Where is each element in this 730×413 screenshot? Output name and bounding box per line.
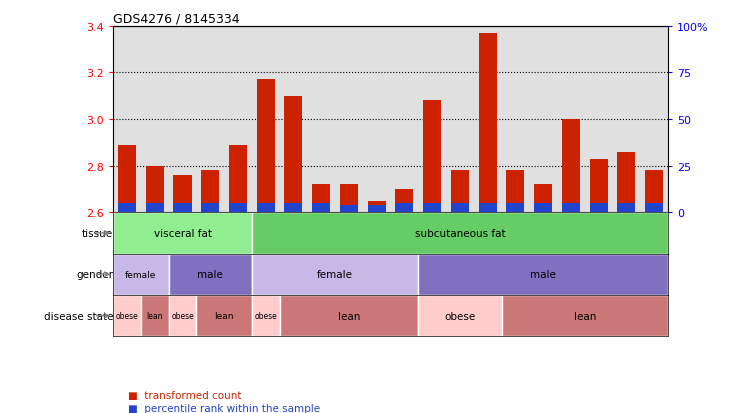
Bar [146,166,164,213]
Bar [257,204,274,213]
Text: lean: lean [215,311,234,320]
Text: lean: lean [574,311,596,321]
Text: female: female [317,270,353,280]
Bar [507,204,524,213]
Bar [257,80,274,213]
Text: male: male [530,270,556,280]
Text: gender: gender [76,270,113,280]
Bar [169,254,252,295]
Text: male: male [197,270,223,280]
Text: ■  percentile rank within the sample: ■ percentile rank within the sample [128,404,320,413]
Bar [201,171,219,213]
Bar [368,206,385,213]
Bar [280,295,418,337]
Text: subcutaneous fat: subcutaneous fat [415,228,505,238]
Bar [645,204,663,213]
Bar [252,295,280,337]
Bar [118,204,136,213]
Text: GDS4276 / 8145334: GDS4276 / 8145334 [113,13,239,26]
Bar [645,171,663,213]
Bar [169,295,196,337]
Bar [562,120,580,213]
Bar [479,34,496,213]
Bar [113,213,252,254]
Text: visceral fat: visceral fat [153,228,212,238]
Bar [590,204,607,213]
Bar [252,254,418,295]
Bar [285,204,302,213]
Text: ■  transformed count: ■ transformed count [128,390,241,400]
Bar [174,176,191,213]
Bar [502,295,668,337]
Bar [252,213,668,254]
Bar [423,101,441,213]
Text: female: female [126,270,156,279]
Bar [340,206,358,213]
Text: lean: lean [338,311,360,321]
Bar [451,204,469,213]
Text: obese: obese [254,311,277,320]
Bar [534,204,552,213]
Bar [368,201,385,213]
Text: obese: obese [171,311,194,320]
Bar [285,97,302,213]
Bar [312,204,330,213]
Text: lean: lean [147,311,163,320]
Bar [113,295,141,337]
Bar [479,204,496,213]
Text: disease state: disease state [44,311,113,321]
Bar [196,295,252,337]
Bar [312,185,330,213]
Bar [118,145,136,213]
Bar [229,145,247,213]
Bar [451,171,469,213]
Bar [229,204,247,213]
Text: obese: obese [445,311,475,321]
Text: obese: obese [115,311,139,320]
Bar [590,159,607,213]
Bar [618,152,635,213]
Bar [507,171,524,213]
Bar [423,204,441,213]
Bar [562,204,580,213]
Bar [174,204,191,213]
Bar [113,254,169,295]
Bar [340,185,358,213]
Bar [141,295,169,337]
Bar [618,204,635,213]
Bar [396,204,413,213]
Bar [396,190,413,213]
Bar [201,204,219,213]
Text: tissue: tissue [82,228,113,238]
Bar [418,295,502,337]
Bar [146,204,164,213]
Bar [534,185,552,213]
Bar [418,254,668,295]
